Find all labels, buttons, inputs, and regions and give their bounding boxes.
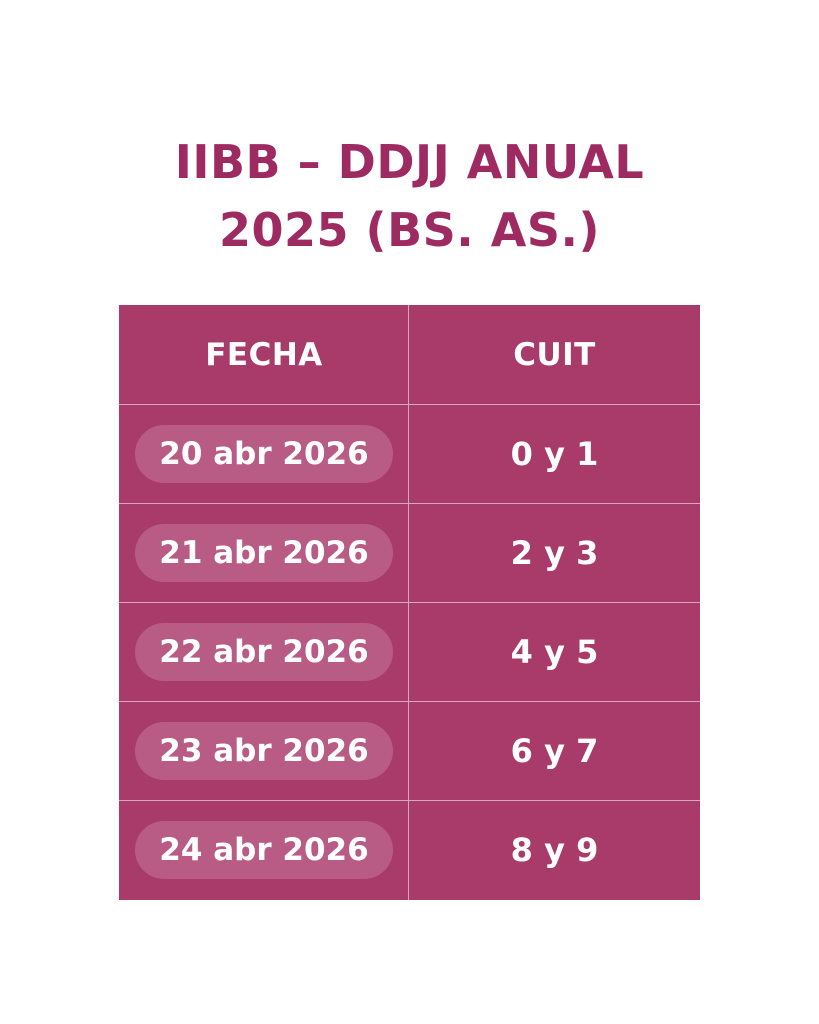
table-header-row: FECHA CUIT xyxy=(119,305,700,404)
row-divider xyxy=(119,800,700,801)
schedule-table: FECHA CUIT 20 abr 2026 0 y 1 21 abr 2026… xyxy=(119,305,700,900)
table-row: 22 abr 2026 4 y 5 xyxy=(119,602,700,701)
header-cell-fecha: FECHA xyxy=(119,305,409,404)
cuit-cell: 8 y 9 xyxy=(409,800,700,899)
cuit-value: 2 y 3 xyxy=(510,533,599,572)
row-divider xyxy=(119,503,700,504)
date-pill: 23 abr 2026 xyxy=(135,721,393,780)
table-row: 23 abr 2026 6 y 7 xyxy=(119,701,700,800)
row-divider xyxy=(119,701,700,702)
date-pill: 21 abr 2026 xyxy=(135,523,393,582)
date-cell: 22 abr 2026 xyxy=(119,602,409,701)
cuit-cell: 6 y 7 xyxy=(409,701,700,800)
row-divider xyxy=(119,404,700,405)
date-cell: 20 abr 2026 xyxy=(119,404,409,503)
cuit-cell: 0 y 1 xyxy=(409,404,700,503)
cuit-value: 8 y 9 xyxy=(510,830,599,869)
date-pill: 24 abr 2026 xyxy=(135,820,393,879)
cuit-cell: 4 y 5 xyxy=(409,602,700,701)
date-pill: 22 abr 2026 xyxy=(135,622,393,681)
header-fecha-label: FECHA xyxy=(205,336,323,373)
page-title: IIBB – DDJJ ANUAL 2025 (BS. AS.) xyxy=(0,128,819,264)
cuit-value: 6 y 7 xyxy=(510,731,599,770)
header-cell-cuit: CUIT xyxy=(409,305,700,404)
header-cuit-label: CUIT xyxy=(513,336,596,373)
cuit-cell: 2 y 3 xyxy=(409,503,700,602)
table-row: 20 abr 2026 0 y 1 xyxy=(119,404,700,503)
title-line-1: IIBB – DDJJ ANUAL xyxy=(174,135,645,189)
cuit-value: 0 y 1 xyxy=(510,434,599,473)
table-row: 21 abr 2026 2 y 3 xyxy=(119,503,700,602)
table-row: 24 abr 2026 8 y 9 xyxy=(119,800,700,899)
date-cell: 24 abr 2026 xyxy=(119,800,409,899)
title-line-2: 2025 (BS. AS.) xyxy=(219,203,600,257)
row-divider xyxy=(119,602,700,603)
date-pill: 20 abr 2026 xyxy=(135,424,393,483)
date-cell: 21 abr 2026 xyxy=(119,503,409,602)
cuit-value: 4 y 5 xyxy=(510,632,599,671)
date-cell: 23 abr 2026 xyxy=(119,701,409,800)
